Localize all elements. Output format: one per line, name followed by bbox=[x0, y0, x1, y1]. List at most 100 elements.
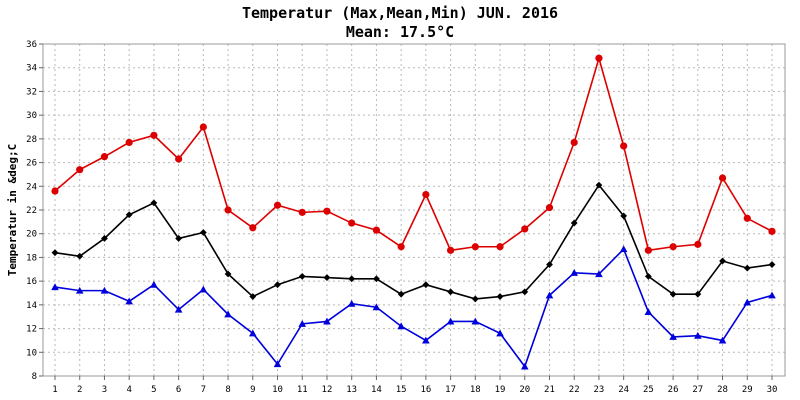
y-tick-label: 30 bbox=[26, 111, 37, 121]
data-point bbox=[372, 226, 381, 234]
y-tick-label: 20 bbox=[26, 230, 37, 240]
data-point bbox=[372, 303, 381, 311]
x-tick-label: 1 bbox=[52, 385, 57, 395]
x-tick-label: 2 bbox=[77, 385, 82, 395]
data-point bbox=[224, 270, 232, 278]
x-tick-label: 3 bbox=[102, 385, 107, 395]
data-point bbox=[100, 286, 109, 294]
data-point bbox=[125, 211, 133, 219]
data-point bbox=[224, 206, 232, 214]
data-point bbox=[249, 224, 257, 232]
y-tick-label: 26 bbox=[26, 159, 37, 169]
data-point bbox=[570, 219, 578, 227]
data-point bbox=[719, 257, 726, 265]
data-point bbox=[743, 214, 751, 222]
data-point bbox=[422, 190, 430, 199]
x-tick-label: 22 bbox=[569, 385, 580, 395]
data-point bbox=[76, 252, 84, 260]
data-point bbox=[768, 261, 776, 268]
data-point bbox=[323, 317, 331, 325]
data-point bbox=[150, 199, 158, 207]
data-point bbox=[199, 123, 207, 131]
x-tick-label: 20 bbox=[519, 385, 530, 395]
data-point bbox=[274, 281, 281, 289]
data-point bbox=[669, 290, 677, 298]
data-point bbox=[669, 333, 677, 340]
data-point bbox=[101, 235, 108, 242]
data-point bbox=[620, 142, 628, 150]
data-point bbox=[694, 331, 702, 339]
x-tick-label: 8 bbox=[225, 385, 230, 395]
x-tick-label: 10 bbox=[272, 385, 283, 395]
data-point bbox=[743, 264, 751, 272]
data-point bbox=[348, 219, 356, 227]
y-tick-label: 14 bbox=[26, 301, 37, 311]
data-point bbox=[273, 201, 282, 209]
data-point bbox=[446, 317, 455, 325]
x-tick-label: 18 bbox=[470, 385, 481, 395]
data-point bbox=[718, 336, 727, 344]
data-point bbox=[150, 131, 158, 139]
data-point bbox=[447, 288, 454, 296]
data-point bbox=[75, 286, 84, 294]
data-point bbox=[323, 274, 331, 281]
x-tick-label: 7 bbox=[201, 385, 206, 395]
mean-series-line bbox=[54, 183, 773, 300]
x-tick-label: 27 bbox=[692, 385, 703, 395]
data-point bbox=[348, 275, 356, 283]
data-point bbox=[397, 290, 405, 298]
x-tick-label: 13 bbox=[346, 385, 357, 395]
data-point bbox=[51, 187, 59, 195]
data-point bbox=[521, 225, 529, 233]
x-tick-label: 26 bbox=[668, 385, 679, 395]
data-point bbox=[76, 166, 84, 174]
series-layer bbox=[51, 54, 776, 370]
data-point bbox=[521, 288, 529, 296]
data-point bbox=[743, 298, 752, 306]
y-tick-label: 8 bbox=[32, 372, 37, 382]
y-tick-label: 36 bbox=[26, 40, 37, 50]
data-point bbox=[669, 243, 677, 251]
data-point bbox=[100, 153, 109, 161]
x-tick-label: 6 bbox=[176, 385, 181, 395]
data-point bbox=[175, 155, 183, 163]
data-point bbox=[644, 246, 652, 254]
data-point bbox=[298, 208, 306, 216]
data-point bbox=[496, 329, 504, 337]
data-point bbox=[471, 243, 479, 251]
grid-layer bbox=[43, 44, 785, 376]
x-tick-label: 28 bbox=[717, 385, 728, 395]
data-point bbox=[175, 235, 183, 242]
data-point bbox=[298, 320, 307, 327]
data-point bbox=[496, 243, 504, 251]
data-point bbox=[471, 295, 479, 303]
max-series-line bbox=[54, 55, 773, 252]
data-point bbox=[546, 261, 553, 268]
x-tick-label: 15 bbox=[396, 385, 407, 395]
data-point bbox=[545, 204, 554, 212]
y-tick-label: 32 bbox=[26, 87, 37, 97]
x-tick-label: 16 bbox=[420, 385, 431, 395]
data-point bbox=[620, 212, 628, 220]
y-tick-label: 22 bbox=[26, 206, 37, 216]
data-point bbox=[298, 273, 306, 280]
y-axis-label: Temperatur in &deg;C bbox=[6, 144, 19, 276]
data-point bbox=[125, 138, 133, 147]
data-point bbox=[347, 299, 356, 307]
x-tick-label: 5 bbox=[151, 385, 156, 395]
x-tick-label: 12 bbox=[322, 385, 333, 395]
data-point bbox=[51, 249, 59, 257]
data-point bbox=[249, 293, 257, 300]
data-point bbox=[273, 360, 282, 368]
mean-series bbox=[51, 181, 776, 303]
y-tick-label: 18 bbox=[26, 253, 37, 263]
data-point bbox=[570, 269, 579, 276]
data-point bbox=[520, 362, 529, 370]
data-point bbox=[718, 174, 727, 182]
min-series bbox=[51, 245, 776, 370]
data-point bbox=[199, 229, 207, 236]
data-point bbox=[397, 243, 405, 251]
x-tick-label: 23 bbox=[594, 385, 605, 395]
y-tick-label: 12 bbox=[26, 325, 37, 335]
